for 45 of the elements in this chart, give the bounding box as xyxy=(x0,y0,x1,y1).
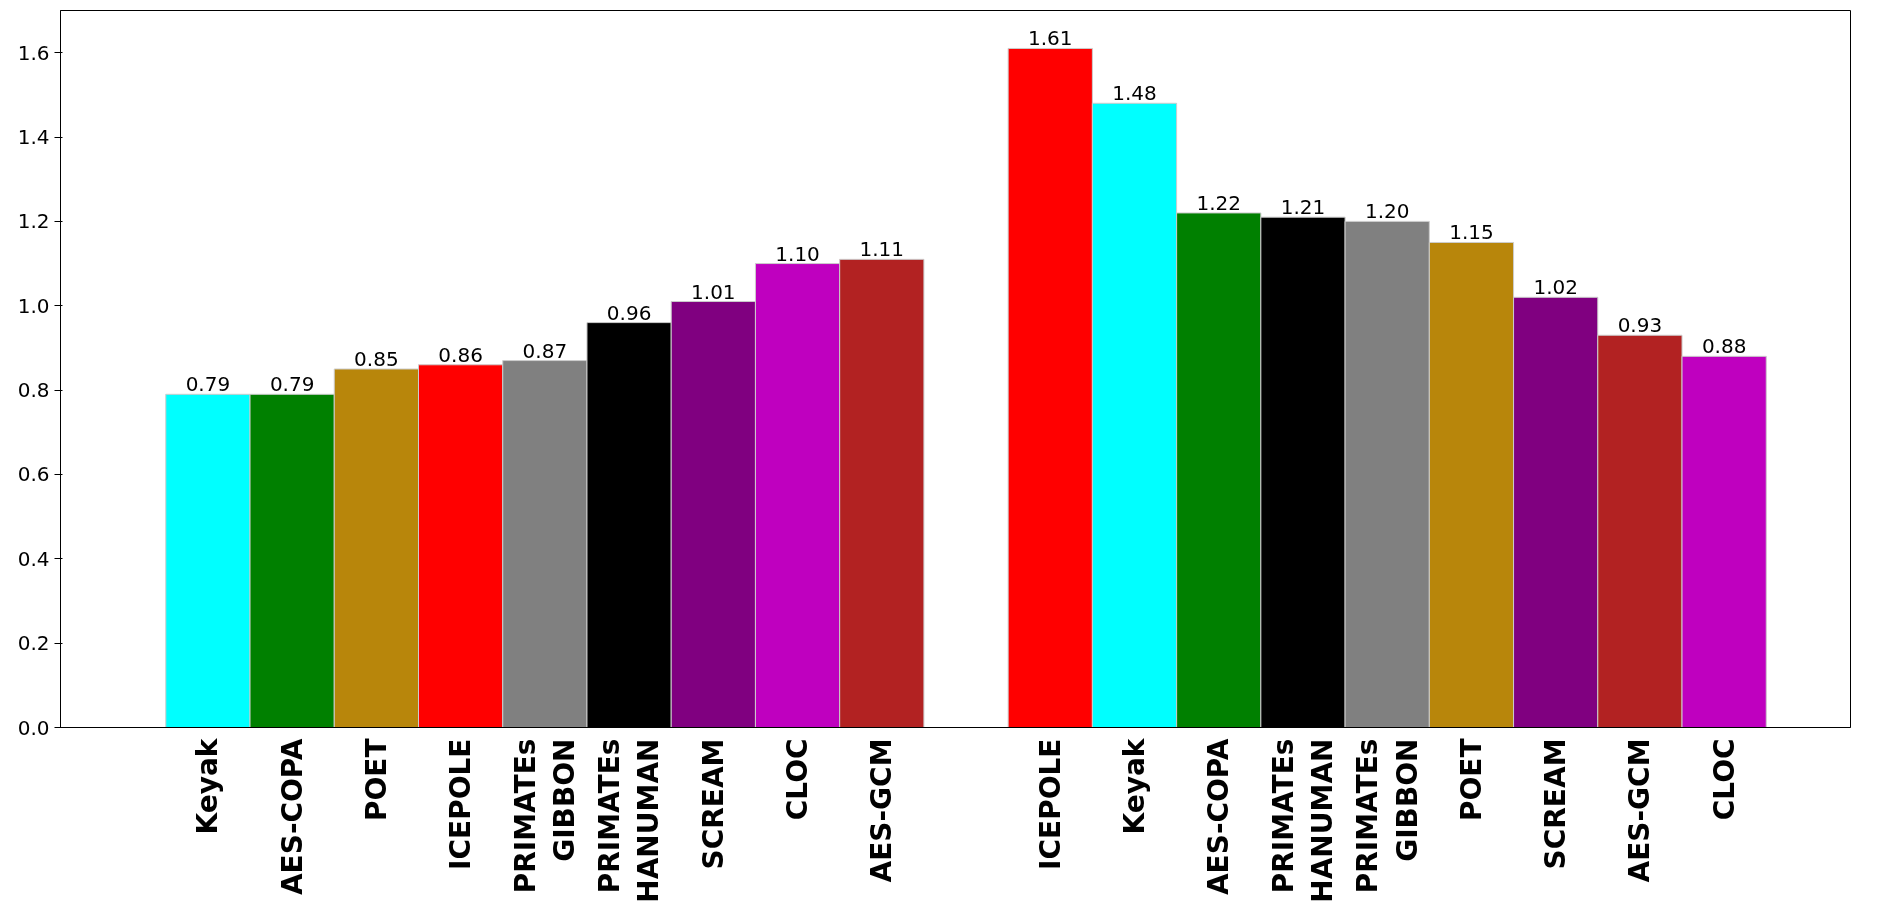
data-label: 0.96 xyxy=(606,300,652,325)
data-label: 1.20 xyxy=(1364,199,1410,224)
data-label: 1.61 xyxy=(1028,26,1073,51)
y-tick-label: 1.0 xyxy=(17,293,50,318)
y-tick-label: 0.6 xyxy=(17,462,50,487)
x-tick-label: ICEPOLE xyxy=(1033,738,1067,870)
data-label: 0.87 xyxy=(522,338,568,363)
data-label: 0.88 xyxy=(1701,334,1747,359)
x-tick-label: SCREAM xyxy=(1539,738,1573,870)
x-tick-label: AES-COPA xyxy=(275,738,309,896)
data-label: 1.02 xyxy=(1533,275,1578,300)
data-label: 1.21 xyxy=(1280,195,1326,220)
data-label: 0.86 xyxy=(438,342,483,367)
y-tick-label: 0.8 xyxy=(17,378,50,403)
data-label: 1.11 xyxy=(859,237,905,262)
data-label: 1.01 xyxy=(691,279,736,304)
x-tick-label: PRIMATEs GIBBON xyxy=(508,738,582,894)
x-tick-label: Keyak xyxy=(1118,737,1151,835)
y-tick-label: 1.6 xyxy=(17,40,50,65)
x-tick-label: POET xyxy=(1454,738,1488,822)
y-tick-label: 0.2 xyxy=(17,631,50,656)
data-label: 0.93 xyxy=(1617,313,1663,338)
y-tick-label: 0.0 xyxy=(17,715,50,740)
x-tick-label: PRIMATEs HANUMAN xyxy=(592,738,666,903)
data-label: 1.22 xyxy=(1196,190,1241,215)
y-tick-label: 1.4 xyxy=(17,125,50,150)
x-tick-label: SCREAM xyxy=(696,738,730,870)
data-label: 0.79 xyxy=(185,372,231,397)
x-tick-label: CLOC xyxy=(781,738,815,821)
x-tick-label: AES-GCM xyxy=(1623,738,1657,883)
data-label: 0.79 xyxy=(269,372,315,397)
data-label: 1.10 xyxy=(775,241,820,266)
x-tick-label: PRIMATEs GIBBON xyxy=(1350,738,1424,894)
x-tick-label: POET xyxy=(359,738,393,822)
x-tick-label: ICEPOLE xyxy=(444,738,478,870)
x-tick-label: PRIMATEs HANUMAN xyxy=(1266,738,1340,903)
y-tick-label: 0.4 xyxy=(17,546,50,571)
x-tick-label: AES-GCM xyxy=(865,738,899,883)
data-label: 0.85 xyxy=(354,347,399,371)
x-tick-label: CLOC xyxy=(1707,738,1741,821)
x-tick-label: AES-COPA xyxy=(1202,738,1236,896)
y-tick-label: 1.2 xyxy=(17,209,50,234)
data-label: 1.48 xyxy=(1112,81,1157,106)
x-tick-label: Keyak xyxy=(191,737,225,835)
data-label: 1.15 xyxy=(1449,220,1494,245)
